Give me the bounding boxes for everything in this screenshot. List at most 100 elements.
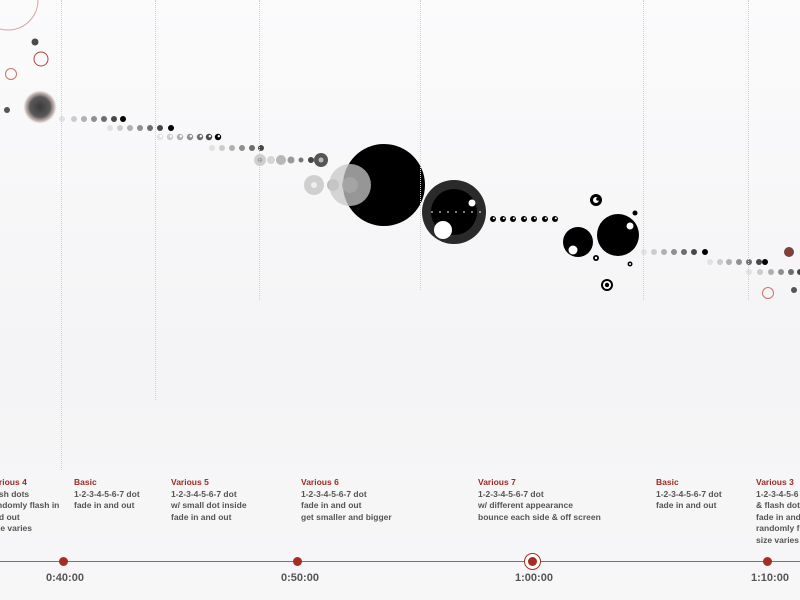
inner-dot <box>189 135 192 138</box>
section-various-5: Various 5 1-2-3-4-5-6-7 dot w/ small dot… <box>171 477 301 523</box>
section-line: and out <box>0 511 20 522</box>
timeline-marker[interactable] <box>762 557 772 566</box>
section-line: fade in and out <box>656 500 717 510</box>
sequence-dot <box>552 216 558 222</box>
timeline-marker[interactable] <box>58 557 68 566</box>
section-title: Various 5 <box>171 477 209 487</box>
inner-dot <box>492 217 495 220</box>
blurred-dot <box>23 90 57 124</box>
section-title: Various 7 <box>478 477 516 487</box>
sequence-dot <box>778 269 784 275</box>
section-divider <box>155 0 156 400</box>
section-various-6: Various 6 1-2-3-4-5-6-7 dot fade in and … <box>301 477 431 523</box>
section-line: fade in and out <box>171 511 232 522</box>
sequence-dot <box>209 145 215 151</box>
section-various-7: Various 7 1-2-3-4-5-6-7 dot w/ different… <box>478 477 628 523</box>
sequence-dot <box>249 145 255 151</box>
section-line: flash dots <box>0 488 30 499</box>
section-line: 1-2-3-4-5-6-7 dot <box>74 488 140 499</box>
sequence-dot <box>107 125 113 131</box>
inner-dot <box>468 199 476 207</box>
sequence-dot <box>168 125 174 131</box>
inner-dot <box>217 135 220 138</box>
section-title: Basic <box>656 477 679 487</box>
section-line: randomly flash in <box>0 500 60 510</box>
section-line: fade in and out <box>301 500 362 510</box>
sequence-dot <box>276 155 286 165</box>
sequence-dot <box>702 249 708 255</box>
sequence-dot <box>287 156 295 164</box>
section-title: Basic <box>74 477 97 487</box>
section-line: 1-2-3-4-5-6-7 dot <box>301 488 367 499</box>
inner-dot <box>554 217 557 220</box>
sequence-dot <box>59 116 65 122</box>
sequence-dot <box>746 269 752 275</box>
decor-ring <box>0 0 39 31</box>
section-line: fade in and out <box>74 500 135 510</box>
sequence-dot <box>147 125 153 131</box>
section-line: fade in and o <box>756 511 800 522</box>
sequence-dot <box>4 107 10 113</box>
sequence-dot <box>681 249 687 255</box>
section-line: bounce each side & off screen <box>478 511 601 522</box>
section-line: get smaller and bigger <box>301 511 392 522</box>
inner-dot <box>523 217 526 220</box>
inner-dot <box>596 197 600 201</box>
sequence-dot <box>31 38 39 46</box>
timeline-tick-label: 1:00:00 <box>515 572 553 584</box>
section-divider <box>748 0 749 300</box>
sequence-dot <box>267 156 275 164</box>
large-dot <box>563 227 593 257</box>
sequence-dot <box>746 259 752 265</box>
section-title: Various 3 <box>756 477 794 487</box>
sequence-dot <box>111 116 117 122</box>
section-divider <box>420 0 421 290</box>
sequence-dot <box>531 216 537 222</box>
section-line: size varies <box>756 534 800 545</box>
timeline-tick-label: 1:10:00 <box>751 572 789 584</box>
timeline-tick-label: 0:50:00 <box>281 572 319 584</box>
sequence-dot <box>797 269 800 275</box>
sequence-dot <box>239 145 245 151</box>
timeline-tick-label: 0:40:00 <box>46 572 84 584</box>
section-line: 1-2-3-4-5-6 <box>756 488 799 499</box>
inner-dot <box>533 217 536 220</box>
inner-dot <box>169 135 172 138</box>
sequence-dot <box>521 216 527 222</box>
sequence-dot <box>757 269 763 275</box>
sequence-dot <box>81 116 87 122</box>
sequence-dot <box>717 259 723 265</box>
section-line: randomly fla <box>756 523 800 533</box>
timeline-marker[interactable] <box>292 557 302 566</box>
sequence-dot <box>736 259 742 265</box>
inner-dot <box>594 256 598 260</box>
inner-dot <box>479 211 481 213</box>
inner-dot <box>626 222 634 230</box>
sequence-dot <box>308 157 314 163</box>
section-line: size varies <box>0 523 33 533</box>
sequence-dot <box>762 259 768 265</box>
inner-dot <box>159 135 162 138</box>
section-various-3: Various 3 1-2-3-4-5-6 & flash dots fade … <box>756 477 800 546</box>
sequence-dot <box>651 249 657 255</box>
timeline-current-marker[interactable] <box>523 553 541 570</box>
timeline-axis <box>0 561 800 562</box>
section-line: w/ different appearance <box>478 500 573 510</box>
inner-dot <box>604 282 610 288</box>
inner-dot <box>439 211 441 213</box>
section-title: Various 6 <box>301 477 339 487</box>
inner-dot <box>785 248 793 256</box>
section-basic-2: Basic 1-2-3-4-5-6-7 dot fade in and out <box>656 477 786 512</box>
inner-dot <box>318 157 324 163</box>
inner-dot <box>544 217 547 220</box>
decor-ring <box>33 51 49 67</box>
sequence-dot <box>91 116 97 122</box>
inner-dot <box>568 245 578 255</box>
sequence-dot <box>707 259 713 265</box>
section-line: 1-2-3-4-5-6-7 dot <box>656 488 722 499</box>
inner-dot <box>257 157 263 163</box>
section-line: 1-2-3-4-5-6-7 dot <box>171 488 237 499</box>
inner-dot <box>208 135 211 138</box>
